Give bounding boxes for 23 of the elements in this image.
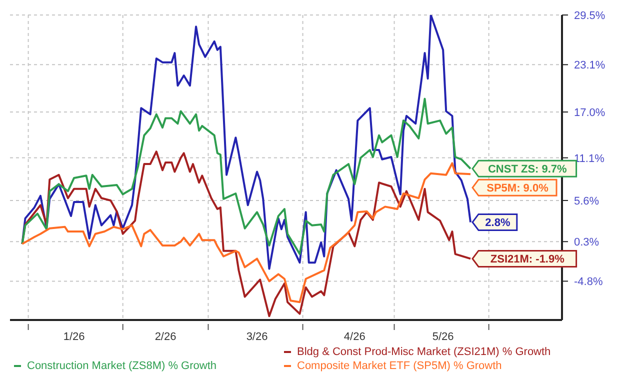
line-series [21, 162, 472, 304]
annotation: CNST ZS: 9.7% [488, 164, 568, 176]
annotation: SP5M: 9.0% [486, 182, 549, 195]
y-tick-label: 5.6% [574, 195, 600, 208]
x-tick-label: 3/26 [246, 331, 268, 343]
line-series [21, 15, 472, 270]
line-series [21, 150, 472, 318]
annotation: ZSI21M: -1.9% [490, 254, 565, 266]
legend-label: Composite Market ETF (SP5M) % Growth [297, 360, 502, 372]
legend-label: Construction Market (ZS8M) % Growth [27, 360, 216, 372]
y-tick-label: 17.0% [574, 107, 606, 120]
y-tick-label: 0.3% [574, 236, 600, 249]
annotation: 2.8% [485, 217, 510, 230]
line-series [21, 98, 472, 256]
y-tick-label: 23.1% [574, 60, 606, 72]
x-tick-label: 1/26 [63, 331, 85, 343]
y-tick-label: -4.8% [574, 276, 603, 288]
x-tick-label: 5/26 [432, 331, 454, 343]
x-tick-label: 2/26 [154, 331, 176, 343]
y-tick-label: 11.1% [574, 152, 605, 165]
y-tick-label: 29.5% [574, 10, 606, 22]
legend-label: Bldg & Const Prod-Misc Market (ZSI21M) % Growth [297, 346, 551, 358]
x-tick-label: 4/26 [344, 331, 366, 343]
